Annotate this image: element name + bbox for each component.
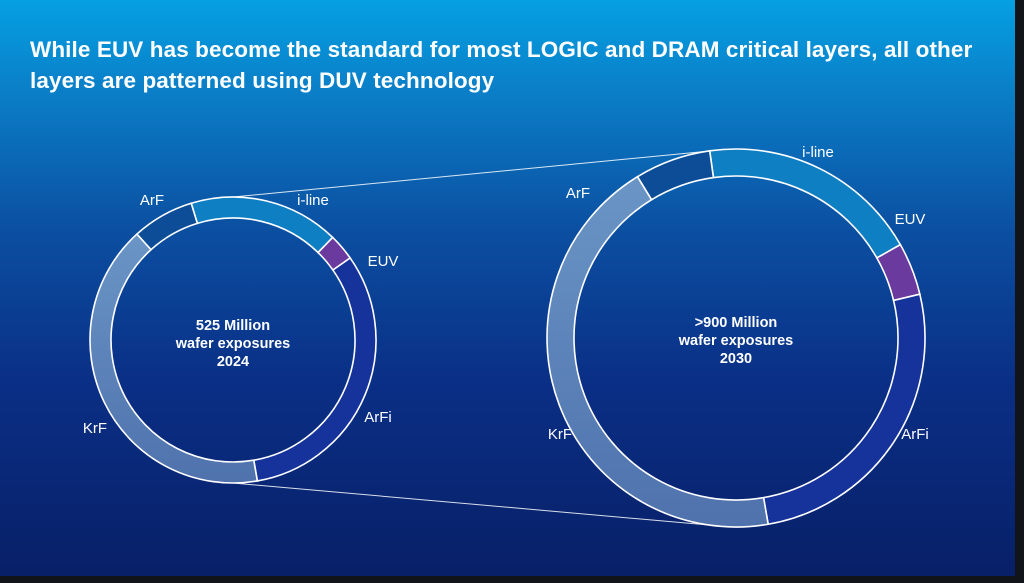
segment-label-arfi: ArFi: [901, 426, 929, 443]
donut-center-label-line: >900 Million: [695, 315, 778, 331]
connector-top: [232, 149, 721, 198]
connector-bottom: [232, 482, 721, 527]
segment-label-arfi: ArFi: [364, 409, 392, 426]
donut-segment-arf: [135, 202, 199, 251]
segment-label-arf: ArF: [566, 185, 590, 202]
donut-chart-2024: i-line EUV ArFi KrF ArF 525 Million wafer expo…: [83, 192, 399, 484]
donut-chart-2030: i-line EUV ArFi KrF ArF >900 Million wafer exp…: [546, 144, 929, 528]
donut-segment-i-line: [708, 148, 902, 260]
window-edge-right: [1015, 0, 1024, 583]
segment-label-i-line: i-line: [802, 144, 834, 161]
donut-center-label-line: 2024: [217, 354, 249, 370]
window-edge-bottom: [0, 576, 1024, 583]
zoom-connector-lines: [232, 149, 721, 527]
segment-label-i-line: i-line: [297, 192, 329, 209]
slide-title: While EUV has become the standard for mo…: [30, 37, 973, 93]
segment-label-krf: KrF: [548, 426, 572, 443]
donut-center-label-line: wafer exposures: [175, 336, 290, 352]
segment-label-krf: KrF: [83, 420, 107, 437]
donut-segment-arf: [636, 149, 715, 201]
donut-segment-arfi: [252, 256, 377, 482]
segment-label-arf: ArF: [140, 192, 164, 209]
donut-center-label-line: wafer exposures: [678, 333, 793, 349]
donut-center-label-line: 525 Million: [196, 318, 270, 334]
donut-center-label-line: 2030: [720, 351, 752, 367]
segment-label-euv: EUV: [368, 253, 399, 270]
segment-label-euv: EUV: [895, 211, 926, 228]
donut-segment-arfi: [762, 293, 926, 526]
